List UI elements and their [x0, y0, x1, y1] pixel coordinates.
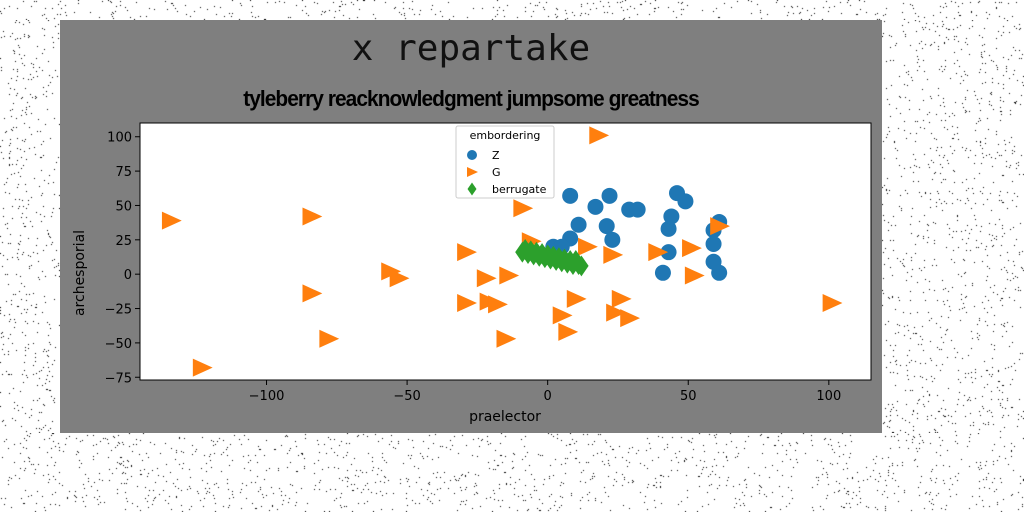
data-point	[598, 218, 615, 235]
data-point	[711, 264, 728, 281]
legend-label: G	[492, 166, 501, 179]
figure-suptitle: x repartake	[351, 28, 591, 69]
data-point	[566, 289, 587, 308]
y-tick-label: 75	[115, 165, 132, 180]
y-axis-label: archesporial	[72, 230, 88, 316]
data-point	[660, 220, 677, 237]
data-point	[389, 269, 410, 288]
data-point	[654, 264, 671, 281]
legend-box	[455, 125, 555, 199]
data-point	[513, 199, 534, 218]
data-point	[457, 294, 477, 313]
data-point	[710, 217, 730, 236]
legend-label: Z	[492, 149, 500, 162]
data-point	[161, 211, 182, 230]
data-point	[562, 187, 579, 204]
scatter-chart: −100 −50 0 50 100 −75 −50 −25 0 25 50 75 100 praele…	[72, 122, 872, 425]
data-point	[648, 243, 669, 262]
y-tick-label: −75	[105, 371, 132, 386]
x-axis-label: praelector	[469, 409, 541, 425]
y-tick-label: 50	[115, 199, 132, 214]
data-point	[457, 243, 477, 262]
data-point	[587, 198, 604, 215]
series-Z	[545, 185, 728, 281]
data-point	[568, 250, 583, 271]
y-tick-label: 25	[115, 234, 132, 249]
x-axis-ticks: −100 −50 0 50 100	[249, 380, 841, 404]
data-point	[677, 193, 694, 210]
data-point	[620, 309, 641, 328]
data-point	[488, 295, 508, 314]
data-point	[319, 329, 340, 348]
data-point	[578, 237, 598, 256]
legend-marker	[467, 150, 477, 160]
data-marks	[161, 126, 843, 377]
legend-marker	[467, 182, 477, 196]
series-G	[161, 126, 843, 377]
y-tick-label: 0	[124, 268, 132, 283]
data-point	[604, 231, 621, 248]
y-tick-label: −50	[105, 337, 132, 352]
data-point	[476, 269, 497, 288]
data-point	[496, 329, 517, 348]
legend-title: embordering	[470, 129, 541, 142]
data-point	[682, 239, 702, 258]
data-point	[629, 201, 646, 218]
data-point	[684, 266, 705, 285]
y-tick-label: −25	[105, 303, 132, 318]
data-point	[660, 244, 677, 261]
legend-marker	[467, 167, 478, 177]
data-point	[558, 322, 579, 341]
x-tick-label: 100	[816, 389, 841, 404]
data-point	[606, 303, 626, 322]
figure: −100 −50 0 50 100 −75 −50 −25 0 25 50 75 100 praele…	[60, 20, 882, 433]
data-point	[499, 266, 520, 285]
x-tick-label: −50	[393, 389, 420, 404]
data-point	[552, 306, 573, 325]
data-point	[611, 289, 632, 308]
data-point	[302, 207, 323, 226]
data-point	[589, 126, 610, 145]
legend-label: berrugate	[492, 183, 547, 196]
series-berrugate	[515, 239, 589, 277]
data-point	[603, 245, 624, 264]
data-point	[192, 358, 213, 377]
x-tick-label: −100	[249, 389, 285, 404]
chart-title: tyleberry reacknowledgment jumpsome grea…	[243, 86, 700, 111]
x-tick-label: 0	[544, 389, 552, 404]
x-tick-label: 50	[680, 389, 697, 404]
data-point	[822, 294, 843, 313]
data-point	[302, 284, 323, 303]
data-point	[601, 187, 618, 204]
data-point	[663, 208, 680, 225]
y-tick-label: 100	[107, 131, 132, 146]
y-axis-ticks: −75 −50 −25 0 25 50 75 100	[105, 131, 140, 386]
data-point	[705, 235, 722, 252]
data-point	[570, 216, 587, 233]
